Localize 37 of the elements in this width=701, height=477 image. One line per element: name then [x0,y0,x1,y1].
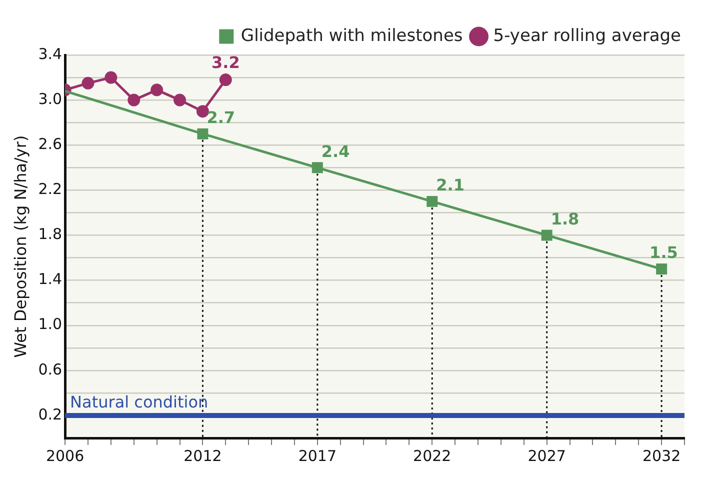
y-tick-label: 2.2 [38,180,62,198]
data-label: 1.5 [650,243,678,262]
y-tick-label: 3.0 [38,90,62,108]
point [128,94,140,106]
point [150,84,164,96]
legend-label: Glidepath with milestones [240,26,463,46]
point [82,76,94,90]
y-tick-label: 0.6 [38,360,62,378]
y-tick-label: 3.4 [38,44,62,63]
y-tick-label: 0.2 [38,405,62,424]
x-tick-label: 2012 [184,446,222,465]
data-label: 2.7 [206,108,236,128]
data-label: 2.1 [436,176,464,195]
x-tick-label: 2017 [298,446,337,465]
point [104,71,118,84]
y-tick-label: 1.4 [38,270,62,288]
point [219,74,232,86]
point [197,128,208,140]
y-tick-label: 1.0 [38,315,62,334]
point [541,230,552,241]
x-tick-label: 2032 [642,446,681,465]
x-tick-label: 2022 [413,446,452,465]
x-tick-label: 2027 [528,446,566,465]
ref-line-label: Natural condition [70,392,208,412]
y-tick-label: 1.8 [38,225,62,244]
point [656,264,668,275]
legend-label: 5-year rolling average [493,26,682,46]
point [312,162,323,174]
point [174,94,186,106]
data-label: 1.8 [550,209,580,228]
y-axis-title: Wet Deposition (kg N/ha/yr) [10,135,30,358]
point [426,196,438,207]
x-tick-label: 2006 [46,446,84,465]
point [196,105,209,118]
data-label: 2.4 [321,142,350,161]
data-label: 3.2 [211,52,240,72]
y-tick-label: 2.6 [38,135,62,154]
